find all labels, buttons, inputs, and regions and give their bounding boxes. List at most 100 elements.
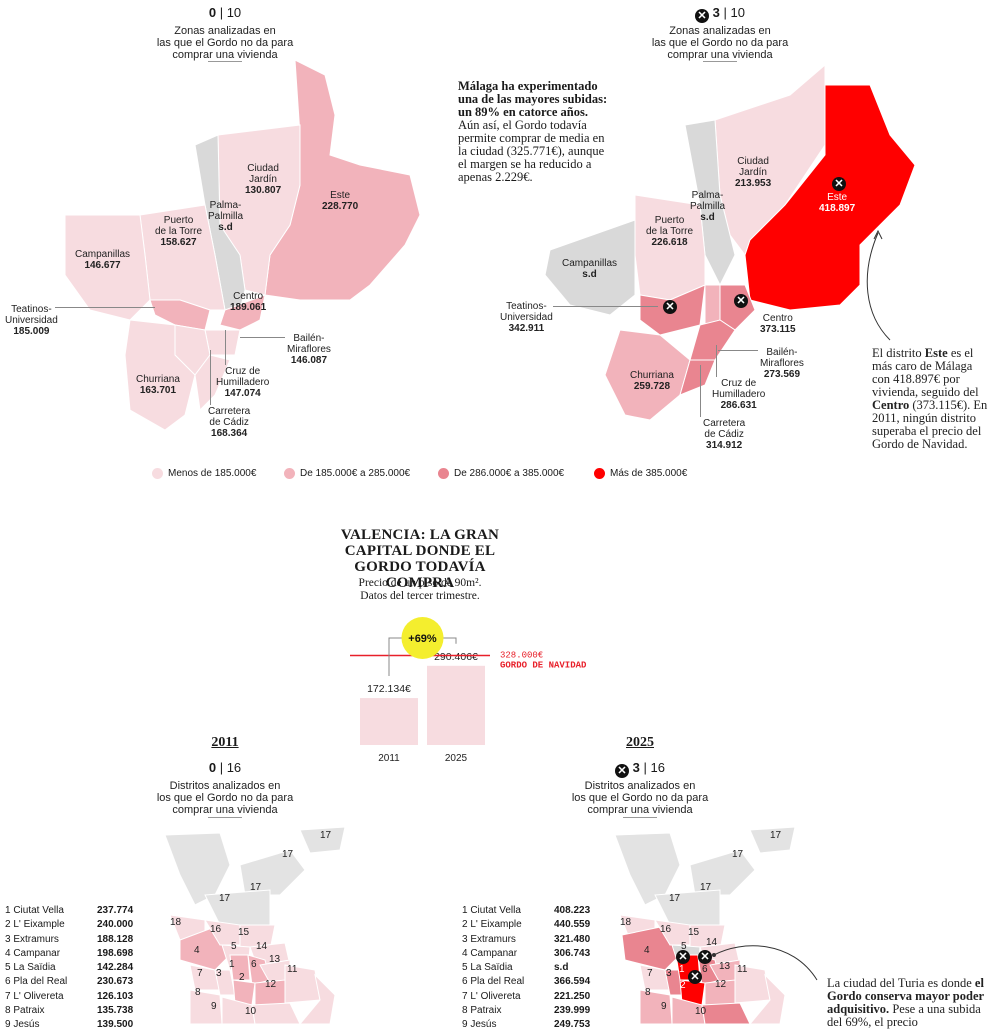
district-name: 6 Pla del Real [462, 976, 525, 988]
leader-line [55, 307, 155, 308]
district-price: 198.698 [97, 947, 134, 959]
district-number-1: 1 [679, 964, 685, 975]
swatch [284, 468, 295, 479]
district-number-3: 3 [216, 968, 222, 979]
district-name: 2 L' Eixample [5, 919, 65, 931]
malaga-left-label-este: Este 228.770 [322, 190, 359, 212]
district-bailen [704, 284, 721, 326]
malaga-right-label-centro: Centro 373.115 [760, 313, 796, 335]
x-circle-icon: ✕ [615, 764, 630, 778]
district-name: 3 Extramurs [5, 933, 59, 945]
malaga-right-count: ✕ 3 | 10 [645, 5, 795, 23]
malaga-intro-rest: Aún así, el Gordo todavía permite compra… [458, 118, 605, 184]
list-item: 7 L' Olivereta 221.250 [462, 990, 604, 1004]
legend-item-tier3: De 286.000€ a 385.000€ [438, 468, 564, 479]
list-item: 8 Patraix 135.738 [5, 1004, 147, 1018]
district-price: 306.743 [554, 947, 591, 959]
list-item: 4 Campanar 198.698 [5, 947, 147, 961]
valencia-2011-district-list: 1 Ciutat Vella 237.774 2 L' Eixample 240.00… [5, 904, 147, 1033]
valencia-annotation-line [712, 945, 818, 981]
district-price: 139.500 [97, 1019, 134, 1031]
desc-line: comprar una vivienda [667, 49, 773, 61]
district-price: 408.223 [554, 905, 591, 916]
list-item: 9 Jesús 249.753 [462, 1018, 604, 1032]
district-number-17: 17 [320, 830, 332, 841]
leader-line [210, 350, 211, 405]
district-name: 9 Jesús [462, 1019, 497, 1031]
malaga-right-desc: Zonas analizadas en las que el Gordo no … [625, 25, 815, 61]
district-number-2: 2 [239, 972, 245, 983]
desc-line: comprar una vivienda [587, 804, 693, 816]
swatch [594, 468, 605, 479]
malaga-left-label-palma: Palma- Palmilla s.d [208, 200, 244, 233]
district-number-15: 15 [238, 927, 250, 938]
leader-line [225, 330, 226, 365]
list-item: 5 La Saïdia 142.284 [5, 961, 147, 975]
x-circle-icon: ✕ [688, 970, 702, 984]
district-coast [749, 973, 786, 1024]
list-item: 9 Jesús 139.500 [5, 1018, 147, 1032]
district-carretera-cadiz [194, 354, 231, 412]
count-total: | 16 [219, 760, 242, 775]
count-value: 3 [632, 760, 640, 775]
underline [703, 61, 737, 62]
district-price: 126.103 [97, 990, 134, 1002]
district-price: 237.774 [97, 905, 134, 916]
district-number-12: 12 [265, 979, 277, 990]
district-number-13: 13 [269, 954, 281, 965]
malaga-right-label-este: Este 418.897 [819, 192, 856, 214]
change-bubble [401, 617, 444, 659]
valencia-2025-heading: 2025 [626, 735, 654, 750]
list-item: 7 L' Olivereta 126.103 [5, 990, 147, 1004]
desc-line: comprar una vivienda [172, 804, 278, 816]
legend-item-tier1: Menos de 185.000€ [152, 468, 256, 479]
district-price: 239.999 [554, 1005, 591, 1017]
district-name: 7 L' Olivereta [462, 990, 521, 1002]
malaga-left-count-value: 0 [208, 5, 217, 20]
district-17-grey [689, 849, 756, 896]
district-number-7: 7 [197, 968, 203, 979]
district-price: 249.753 [554, 1019, 591, 1031]
valencia-2025-desc: Distritos analizados en los que el Gordo… [545, 780, 735, 816]
district-number-4: 4 [194, 945, 200, 956]
valencia-2011-desc: Distritos analizados en los que el Gordo… [130, 780, 320, 816]
valencia-2025-count: ✕ 3 | 16 [565, 760, 715, 778]
malaga-left-desc: Zonas analizadas en las que el Gordo no … [130, 25, 320, 61]
reference-value-label: 328.000€ [500, 651, 543, 661]
malaga-left-label-cruz: Cruz de Humilladero 147.074 [216, 366, 270, 399]
district-number-6: 6 [251, 959, 257, 970]
malaga-2011-map [64, 59, 421, 431]
malaga-2025-map [544, 63, 916, 421]
malaga-left-label-ciudad-jardin: Ciudad Jardín 130.807 [245, 163, 282, 196]
district-churriana [604, 329, 691, 421]
desc-line: Distritos analizados en [169, 780, 281, 792]
district-9 [671, 996, 706, 1024]
district-8 [639, 989, 673, 1024]
district-este [744, 84, 916, 311]
malaga-right-label-palma: Palma- Palmilla s.d [690, 190, 726, 223]
malaga-right-label-bailen: Bailén- Miraflores 273.569 [760, 347, 804, 380]
district-name: 2 L' Eixample [462, 919, 522, 931]
desc-line: las que el Gordo no da para [651, 37, 789, 49]
valencia-note: La ciudad del Turia es donde el Gordo co… [827, 976, 984, 1029]
valencia-2011-heading: 2011 [211, 735, 239, 750]
valencia-title: VALENCIA: LA GRAN CAPITAL DONDE EL GORDO… [320, 527, 520, 591]
district-price: 440.559 [554, 919, 591, 931]
malaga-note: El distrito Este es el más caro de Málag… [872, 346, 988, 451]
list-item: 5 La Saïdia s.d [462, 961, 604, 975]
malaga-right-label-churriana: Churriana 259.728 [630, 370, 674, 392]
legend-item-tier2: De 185.000€ a 285.000€ [284, 468, 410, 479]
district-centro [219, 294, 266, 331]
district-number-14: 14 [256, 941, 268, 952]
title-line: VALENCIA: LA GRAN [340, 527, 500, 543]
district-number-13: 13 [719, 961, 731, 972]
list-item: 1 Ciutat Vella 408.223 [462, 904, 604, 918]
leader-line [240, 337, 285, 338]
malaga-left-label-campanillas: Campanillas 146.677 [75, 249, 131, 271]
bar [360, 698, 418, 745]
list-item: 8 Patraix 239.999 [462, 1004, 604, 1018]
district-17-grey [749, 826, 796, 854]
district-price: 230.673 [97, 976, 134, 988]
category-label: 2025 [445, 753, 468, 764]
district-number-14: 14 [706, 937, 718, 948]
